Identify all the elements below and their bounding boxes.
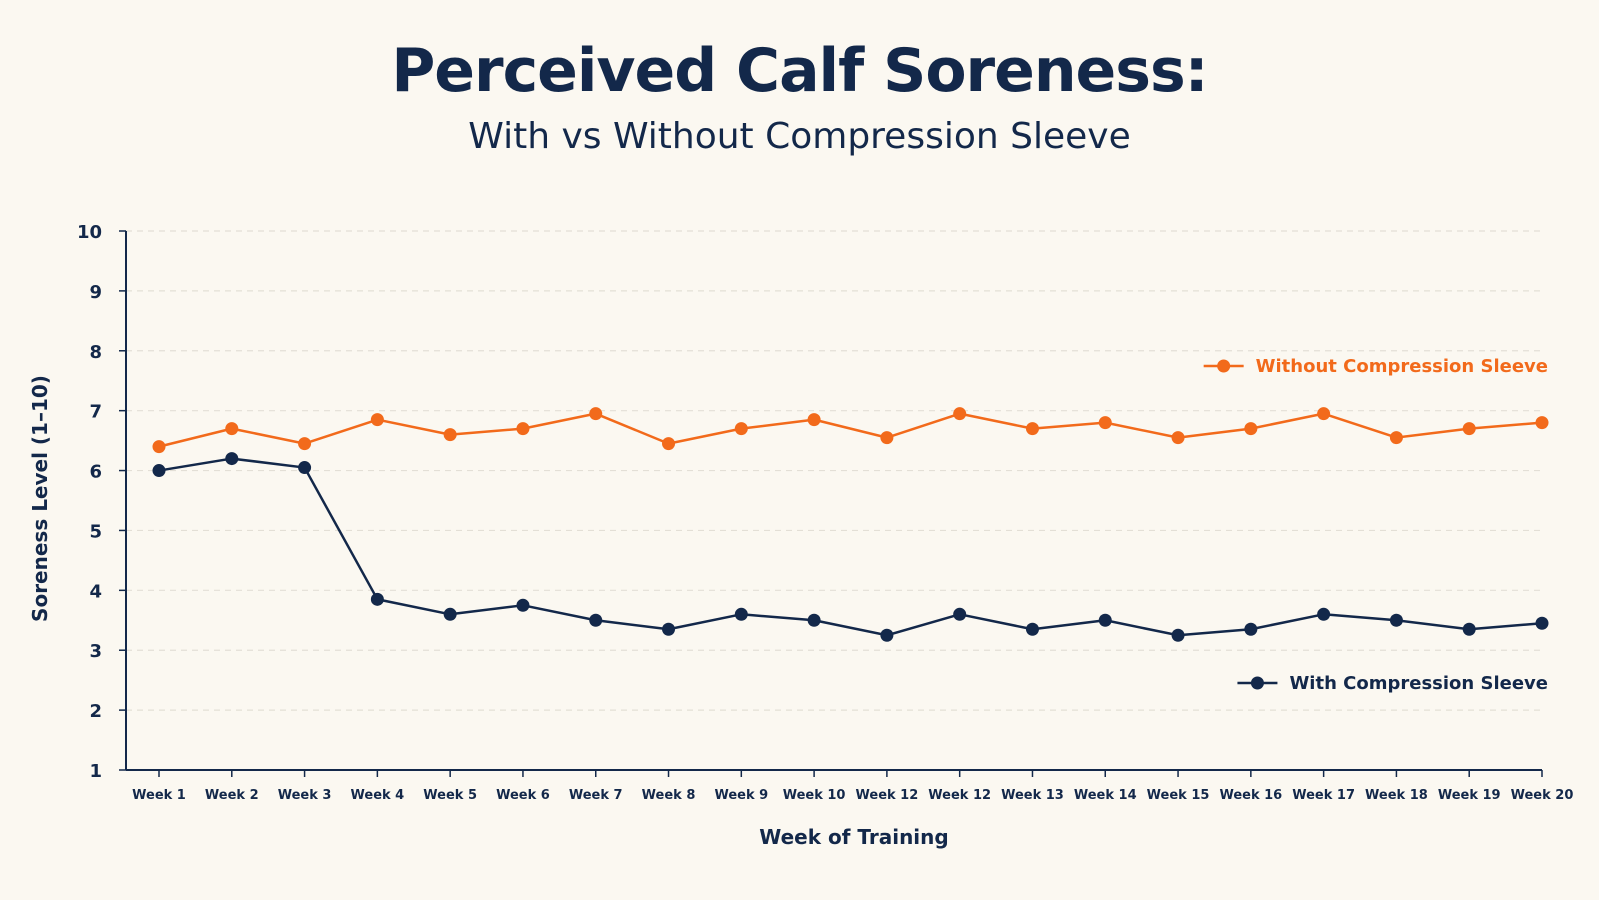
data-point [370,592,384,606]
data-point [1535,416,1549,430]
data-point [516,598,530,612]
x-tick-label: Week 3 [278,788,332,803]
y-axis-label: Soreness Level (1–10) [28,375,52,622]
data-point [1389,431,1403,445]
data-point [1462,622,1476,636]
legend-label: Without Compression Sleeve [1256,356,1548,377]
data-point [1317,607,1331,621]
x-tick-label: Week 16 [1219,788,1282,803]
data-point [953,407,967,421]
x-tick-label: Week 14 [1074,788,1137,803]
data-point [807,613,821,627]
legend-marker [1217,359,1231,373]
data-point [1171,431,1185,445]
x-tick-label: Week 6 [496,788,550,803]
data-point [953,607,967,621]
data-point [880,628,894,642]
data-point [1317,407,1331,421]
data-point [1244,422,1258,436]
data-point [443,607,457,621]
data-point [298,461,312,475]
legend: Without Compression Sleeve With Compressi… [1203,356,1548,694]
data-point [1171,628,1185,642]
y-tick-label: 7 [89,402,102,423]
axes [125,231,1542,771]
legend-marker [1250,676,1264,690]
legend-label: With Compression Sleeve [1289,673,1548,694]
data-point [1025,622,1039,636]
y-tick-label: 1 [89,761,102,782]
data-point [1462,422,1476,436]
data-point [662,622,676,636]
data-point [734,422,748,436]
x-tick-label: Week 15 [1147,788,1210,803]
data-point [225,452,239,466]
x-tick-label: Week 10 [783,788,846,803]
data-point [152,464,166,478]
x-tick-label: Week 13 [1001,788,1064,803]
data-point [1244,622,1258,636]
x-axis-ticks: Week 1 Week 2 Week 3 Week 4 Week 5 Week 6 Week… [132,770,1573,803]
y-tick-label: 5 [89,521,102,542]
data-point [734,607,748,621]
x-tick-label: Week 1 [132,788,186,803]
x-tick-label: Week 19 [1438,788,1501,803]
series-group [152,407,1549,642]
data-point [1389,613,1403,627]
y-tick-label: 9 [89,282,102,303]
data-point [516,422,530,436]
chart-title: Perceived Calf Soreness: [391,36,1208,106]
data-point [807,413,821,427]
series-line-0 [158,412,1543,448]
x-tick-label: Week 12 [856,788,919,803]
chart-subtitle: With vs Without Compression Sleeve [468,116,1131,157]
series-line-1 [158,457,1543,637]
data-point [1098,613,1112,627]
x-tick-label: Week 2 [205,788,259,803]
x-tick-label: Week 12 [928,788,991,803]
x-tick-label: Week 7 [569,788,623,803]
data-point [443,428,457,442]
y-tick-label: 4 [89,581,102,602]
data-point [1025,422,1039,436]
y-tick-label: 8 [89,342,102,363]
data-point [225,422,239,436]
x-tick-label: Week 20 [1511,788,1574,803]
x-tick-label: Week 5 [423,788,477,803]
data-point [298,437,312,451]
x-axis-label: Week of Training [759,825,948,849]
data-point [589,613,603,627]
x-tick-label: Week 4 [351,788,405,803]
gridlines [126,230,1542,711]
x-tick-label: Week 8 [642,788,696,803]
x-tick-label: Week 9 [714,788,768,803]
data-point [1098,416,1112,430]
y-tick-label: 10 [77,222,102,243]
y-tick-label: 3 [89,641,102,662]
data-point [662,437,676,451]
y-tick-label: 6 [89,462,102,483]
x-tick-label: Week 17 [1292,788,1355,803]
y-axis-ticks: 1 2 3 4 5 6 7 8 9 10 [77,222,126,782]
y-tick-label: 2 [89,701,102,722]
data-point [370,413,384,427]
x-tick-label: Week 18 [1365,788,1428,803]
data-point [152,440,166,454]
data-point [1535,616,1549,630]
data-point [880,431,894,445]
data-point [589,407,603,421]
